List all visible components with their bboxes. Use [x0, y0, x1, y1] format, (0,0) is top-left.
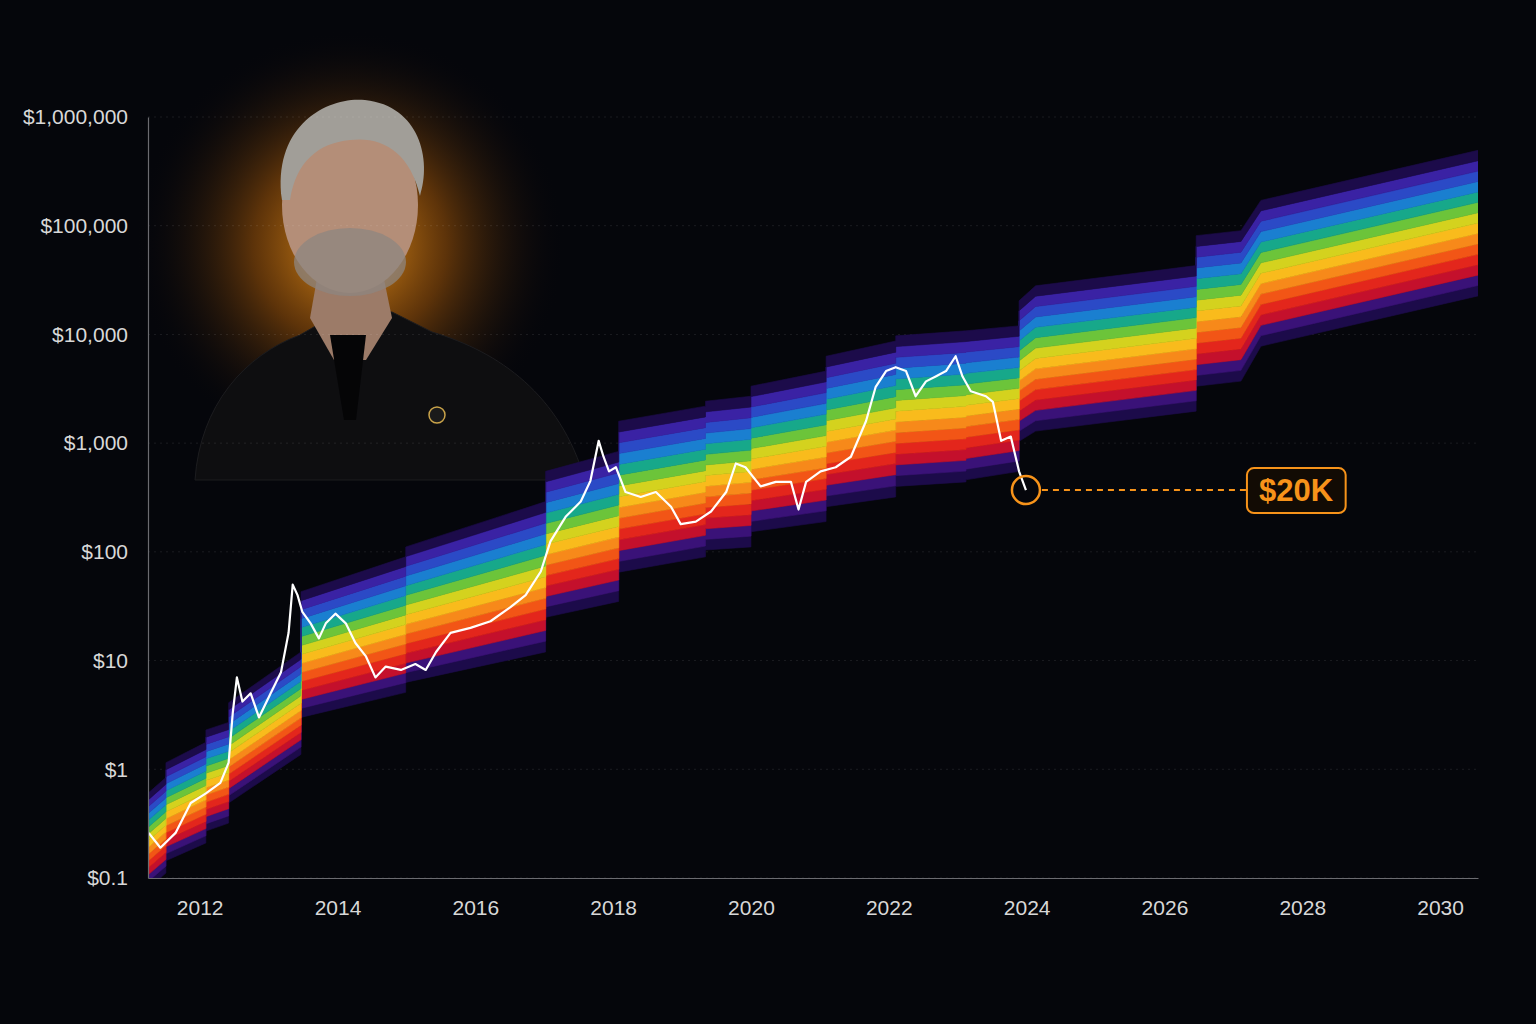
x-axis: 2012 2014 2016 2018 2020 2022 2024 2026 2028 2030 [149, 878, 1479, 919]
x-tick-label: 2026 [1142, 896, 1189, 919]
y-tick: $10 [93, 649, 148, 672]
chart-svg: $0.1 $1 $10 $100 $1,000 $10,000 $100,000 $1,000… [0, 0, 1536, 1024]
x-tick: 2028 [1279, 878, 1326, 919]
x-tick-label: 2020 [728, 896, 775, 919]
y-tick: $100 [81, 540, 148, 563]
y-axis: $0.1 $1 $10 $100 $1,000 $10,000 $100,000 $1,000… [23, 105, 149, 889]
grid-line [148, 769, 1478, 770]
portrait-pin [429, 407, 445, 423]
y-tick-label: $100,000 [40, 214, 128, 237]
x-tick-label: 2022 [866, 896, 913, 919]
portrait-beard [294, 228, 406, 296]
rainbow-band [149, 265, 1478, 875]
x-tick: 2026 [1142, 878, 1189, 919]
y-tick-label: $1,000 [64, 431, 128, 454]
annotation-box [1247, 468, 1346, 513]
grid-line [148, 117, 1478, 118]
x-tick: 2030 [1417, 878, 1464, 919]
y-tick: $1,000,000 [23, 105, 148, 128]
x-tick: 2018 [590, 878, 637, 919]
y-tick-label: $1 [105, 758, 128, 781]
x-tick-label: 2028 [1279, 896, 1326, 919]
grid [148, 117, 1478, 878]
y-tick-label: $10,000 [52, 323, 128, 346]
x-tick-label: 2016 [452, 896, 499, 919]
y-tick: $10,000 [52, 323, 148, 346]
rainbow-band [149, 161, 1478, 807]
x-tick: 2022 [866, 878, 913, 919]
y-tick: $1,000 [64, 431, 148, 454]
x-axis-line [149, 878, 1479, 879]
rainbow-band [149, 223, 1478, 847]
x-tick: 2016 [452, 878, 499, 919]
x-tick: 2020 [728, 878, 775, 919]
rainbow-band [149, 182, 1478, 820]
x-tick: 2024 [1004, 878, 1051, 919]
rainbow-band [149, 202, 1478, 833]
y-tick: $0.1 [87, 866, 148, 889]
y-tick-label: $0.1 [87, 866, 128, 889]
x-tick-label: 2030 [1417, 896, 1464, 919]
y-tick: $100,000 [40, 214, 148, 237]
y-tick: $1 [105, 758, 148, 781]
rainbow-band [149, 192, 1478, 827]
x-tick: 2014 [315, 878, 362, 919]
price-line [149, 356, 1026, 847]
chart-container: $0.1 $1 $10 $100 $1,000 $10,000 $100,000 $1,000… [0, 0, 1536, 1024]
x-tick-label: 2014 [315, 896, 362, 919]
portrait-jacket [195, 312, 585, 480]
rainbow-band [149, 254, 1478, 867]
plot-area [149, 150, 1478, 878]
rainbow-band [149, 234, 1478, 854]
y-tick-label: $100 [81, 540, 128, 563]
annotation: $20K [1012, 468, 1346, 513]
background [0, 0, 1536, 1024]
rainbow-band [149, 171, 1478, 813]
grid-line [148, 878, 1478, 879]
y-tick-label: $1,000,000 [23, 105, 128, 128]
portrait [135, 30, 585, 480]
annotation-leader [1042, 489, 1247, 491]
annotation-circle [1012, 476, 1040, 504]
y-axis-line [148, 118, 149, 879]
x-tick: 2012 [177, 878, 224, 919]
portrait-shirt [330, 335, 366, 420]
y-tick-label: $10 [93, 649, 128, 672]
portrait-hair [281, 100, 424, 200]
grid-line [148, 551, 1478, 552]
annotation-label: $20K [1259, 473, 1334, 508]
x-tick-label: 2012 [177, 896, 224, 919]
x-tick-label: 2024 [1004, 896, 1051, 919]
rainbow-band [149, 150, 1478, 799]
rainbow-band [149, 213, 1478, 841]
rainbow-band [149, 244, 1478, 861]
x-tick-label: 2018 [590, 896, 637, 919]
